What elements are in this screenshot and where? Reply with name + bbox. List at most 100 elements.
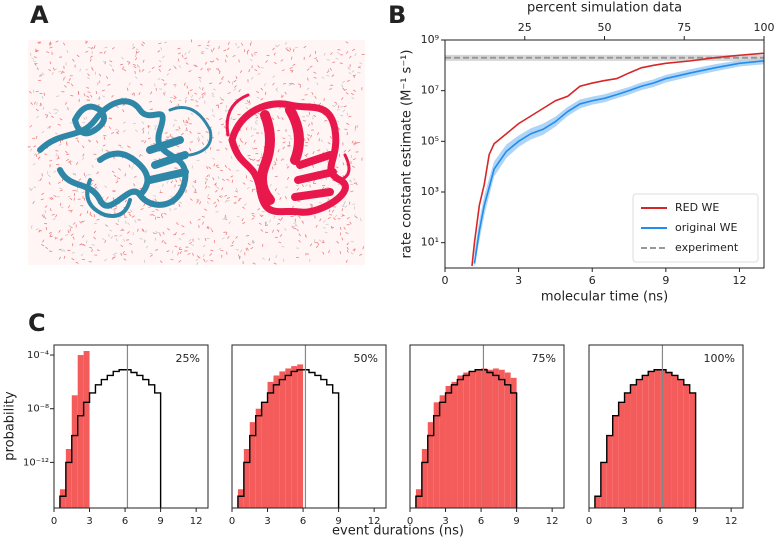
histogram-bar — [451, 381, 458, 508]
water-molecule — [272, 82, 275, 86]
water-molecule — [287, 144, 291, 147]
water-molecule — [188, 238, 192, 242]
water-molecule — [86, 99, 90, 101]
water-molecule — [343, 226, 346, 230]
water-molecule — [321, 76, 325, 79]
water-molecule — [284, 41, 287, 45]
water-molecule — [33, 145, 37, 148]
water-molecule — [268, 257, 270, 262]
water-molecule — [111, 257, 115, 260]
water-molecule — [273, 215, 276, 219]
water-molecule — [345, 232, 349, 234]
histogram-bar — [267, 381, 274, 508]
panel-annotation: 100% — [704, 352, 735, 365]
water-molecule — [306, 77, 309, 81]
water-molecule — [206, 68, 209, 72]
water-molecule — [72, 58, 75, 62]
water-molecule — [254, 69, 258, 72]
water-molecule — [216, 166, 220, 169]
water-molecule — [58, 70, 62, 73]
water-molecule — [184, 123, 188, 126]
sheet — [146, 136, 189, 184]
water-molecule — [209, 253, 212, 256]
water-molecule — [223, 125, 227, 129]
water-molecule — [265, 60, 268, 63]
histogram-bar — [510, 377, 517, 508]
water-molecule — [85, 116, 88, 120]
water-molecule — [253, 53, 257, 56]
water-molecule — [36, 115, 39, 119]
water-molecule — [235, 248, 239, 251]
water-molecule — [96, 171, 99, 175]
water-molecule — [272, 47, 275, 51]
water-molecule — [236, 169, 240, 172]
water-molecule — [289, 82, 293, 85]
water-molecule — [274, 188, 277, 192]
x-axis-label: event durations (ns) — [332, 524, 464, 539]
water-molecule — [46, 51, 50, 54]
water-molecule — [187, 253, 191, 255]
water-molecule — [155, 209, 159, 211]
water-molecule — [97, 98, 101, 100]
water-molecule — [153, 158, 157, 161]
water-molecule — [34, 101, 36, 105]
water-molecule — [93, 236, 97, 240]
water-molecule — [120, 229, 124, 232]
water-molecule — [213, 163, 216, 167]
water-molecule — [290, 56, 293, 60]
water-molecule — [341, 208, 343, 212]
water-molecule — [272, 75, 276, 78]
water-molecule — [345, 50, 349, 54]
legend-box — [632, 193, 759, 263]
water-molecule — [235, 236, 238, 239]
water-molecule — [309, 243, 313, 247]
water-molecule — [139, 83, 143, 86]
x2-tick-label: 50 — [598, 21, 612, 34]
water-molecule — [147, 137, 151, 140]
water-molecule — [212, 88, 216, 91]
water-molecule — [314, 95, 317, 99]
water-molecule — [47, 174, 51, 178]
water-molecule — [154, 127, 156, 131]
protein-blue — [37, 98, 213, 218]
water-molecule — [38, 229, 42, 232]
water-molecule — [238, 89, 241, 93]
water-molecule — [174, 245, 178, 248]
water-molecule — [41, 173, 43, 177]
water-molecule — [104, 258, 107, 262]
water-molecule — [178, 126, 181, 130]
water-molecule — [71, 257, 75, 261]
water-molecule — [347, 66, 350, 70]
y-axis-label: probability — [3, 391, 18, 461]
water-molecule — [206, 166, 209, 170]
water-molecule — [184, 96, 188, 100]
water-molecule — [86, 210, 89, 214]
water-molecule — [288, 84, 292, 86]
water-molecule — [104, 198, 107, 202]
water-molecule — [348, 180, 352, 183]
x-tick-label: 3 — [515, 274, 522, 287]
water-molecule — [52, 67, 55, 71]
water-molecule — [342, 87, 345, 91]
water-molecule — [330, 135, 332, 139]
water-molecule — [345, 41, 349, 44]
water-molecule — [250, 134, 254, 137]
histogram-outline — [59, 369, 162, 508]
water-molecule — [57, 123, 61, 126]
water-molecule — [315, 224, 318, 228]
water-molecule — [210, 249, 214, 252]
water-molecule — [339, 250, 342, 255]
water-molecule — [86, 87, 90, 89]
water-molecule — [178, 237, 182, 241]
water-molecule — [68, 205, 70, 209]
water-molecule — [319, 218, 322, 222]
water-molecule — [44, 210, 47, 214]
water-molecule — [219, 96, 223, 100]
water-molecule — [127, 211, 131, 214]
axes-frame — [231, 344, 387, 509]
water-molecule — [165, 138, 169, 141]
water-molecule — [194, 92, 198, 95]
water-molecule — [170, 136, 174, 139]
water-molecule — [188, 70, 192, 73]
water-molecule — [204, 208, 208, 211]
